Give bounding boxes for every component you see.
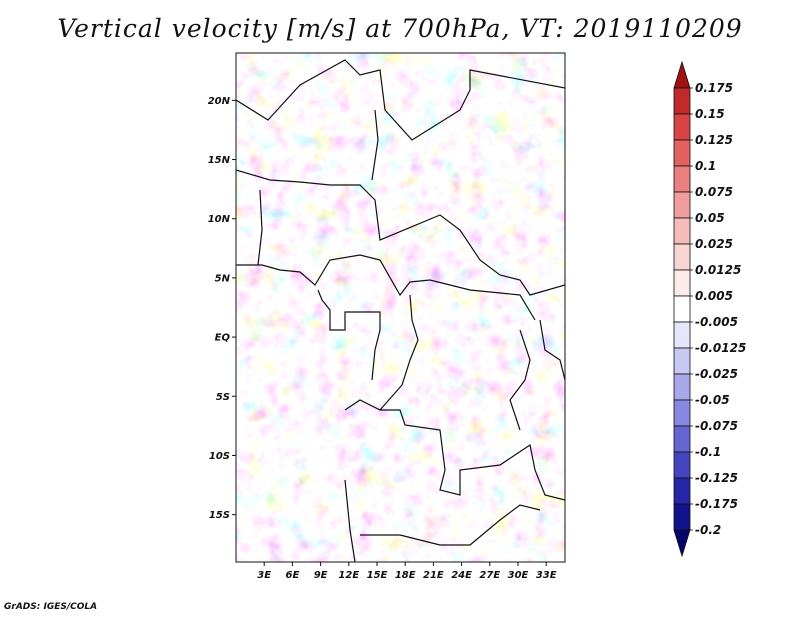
colorbar-level-label: -0.005 <box>695 315 738 329</box>
colorbar-level-label: -0.175 <box>695 497 738 511</box>
lon-tick-label: 27E <box>479 570 500 581</box>
colorbar-swatch <box>673 87 691 115</box>
lon-tick-label: 6E <box>286 570 300 581</box>
colorbar-swatch <box>673 191 691 219</box>
colorbar-swatch <box>673 373 691 401</box>
colorbar-level-label: 0.125 <box>695 133 733 147</box>
grads-credit: GrADS: IGES/COLA <box>4 602 98 612</box>
colorbar-swatch <box>673 113 691 141</box>
colorbar-swatch <box>673 269 691 297</box>
colorbar-level-label: 0.1 <box>695 159 716 173</box>
colorbar-level-label: 0.15 <box>695 107 725 121</box>
lat-tick-label: 15S <box>209 510 230 521</box>
country-borders <box>236 59 565 562</box>
colorbar-level-label: -0.05 <box>695 393 730 407</box>
colorbar-swatch <box>673 477 691 505</box>
colorbar-level-label: -0.2 <box>695 523 721 537</box>
map-panel: 20N 15N 10N 5N EQ 5S 10S 15S 3E 6E 9E 12E 15E 18E 21E… <box>208 52 566 581</box>
lon-tick-label: 3E <box>257 570 271 581</box>
colorbar-level-label: -0.025 <box>695 367 738 381</box>
colorbar-swatch <box>673 451 691 479</box>
map-frame <box>235 52 566 563</box>
colorbar-swatch <box>673 347 691 375</box>
colorbar-level-label: -0.075 <box>695 419 738 433</box>
colorbar-level-label: -0.0125 <box>695 341 746 355</box>
lon-tick-label: 18E <box>395 570 416 581</box>
lon-tick-label: 33E <box>536 570 557 581</box>
colorbar-swatch <box>673 295 691 323</box>
lat-tick-label: 10N <box>208 214 231 225</box>
colorbar-level-label: 0.0125 <box>695 263 741 277</box>
lat-tick-label: 15N <box>208 155 231 166</box>
colorbar-swatch <box>673 425 691 453</box>
lat-tick-label: 10S <box>209 451 230 462</box>
colorbar-level-label: -0.1 <box>695 445 721 459</box>
colorbar-swatch <box>673 503 691 531</box>
lon-tick-label: 21E <box>423 570 444 581</box>
lat-tick-label: 5N <box>215 273 231 284</box>
latitude-axis: 20N 15N 10N 5N EQ 5S 10S 15S <box>208 96 236 521</box>
colorbar-swatch <box>673 165 691 193</box>
colorbar-level-label: -0.125 <box>695 471 738 485</box>
lon-tick-label: 12E <box>338 570 359 581</box>
lon-tick-label: 24E <box>451 570 472 581</box>
vertical-velocity-field <box>236 53 565 562</box>
lat-tick-label: 20N <box>208 96 231 107</box>
map-title: Vertical velocity [m/s] at 700hPa, VT: 2… <box>57 14 743 43</box>
longitude-axis: 3E 6E 9E 12E 15E 18E 21E 24E 27E 30E 33E <box>257 562 557 581</box>
colorbar-swatch <box>673 139 691 167</box>
colorbar-level-label: 0.005 <box>695 289 733 303</box>
colorbar-swatch <box>673 243 691 271</box>
colorbar-swatch <box>673 399 691 427</box>
colorbar-level-label: 0.075 <box>695 185 733 199</box>
lon-tick-label: 15E <box>367 570 388 581</box>
colorbar: 0.175 0.15 0.125 0.1 0.075 0.05 0.025 0.0125 0.0… <box>673 60 746 558</box>
colorbar-level-label: 0.025 <box>695 237 733 251</box>
lat-tick-label: EQ <box>215 333 231 344</box>
colorbar-level-label: 0.05 <box>695 211 725 225</box>
lon-tick-label: 9E <box>314 570 328 581</box>
lon-tick-label: 30E <box>508 570 529 581</box>
colorbar-swatch <box>673 217 691 245</box>
colorbar-swatch <box>673 529 691 558</box>
colorbar-swatch <box>673 60 691 89</box>
colorbar-level-label: 0.175 <box>695 81 733 95</box>
colorbar-swatch <box>673 321 691 349</box>
lat-tick-label: 5S <box>216 392 230 403</box>
